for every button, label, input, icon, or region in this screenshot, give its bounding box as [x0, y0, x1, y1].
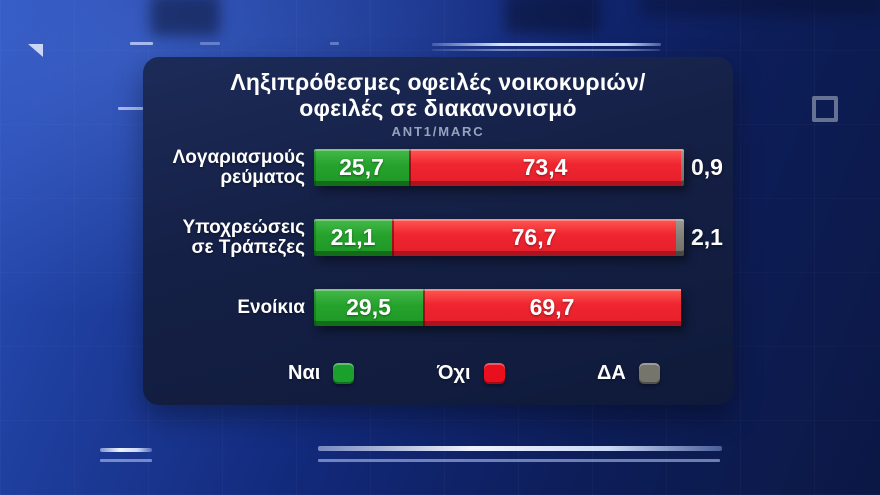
stacked-bar: 21,1 76,7 [314, 219, 684, 256]
category-label: Ενοίκια [237, 296, 305, 318]
stacked-bar: 25,7 73,4 [314, 149, 684, 186]
bar-segment-no: 69,7 [423, 289, 681, 326]
source-label: ΑΝΤ1/MARC [391, 124, 485, 139]
bar-value-label: 29,5 [346, 294, 391, 320]
triangle-decoration [28, 44, 43, 57]
line-decoration [100, 448, 152, 452]
legend-item: Όχι [437, 360, 505, 386]
da-outside-value-label: 2,1 [691, 224, 723, 250]
background-block [640, 0, 880, 16]
legend-swatch [483, 362, 505, 384]
dash-decoration [130, 42, 153, 45]
bar-value-label: 76,7 [511, 224, 557, 250]
bar-row: Υποχρεώσεις σε Τράπεζες 21,1 76,7 2,1 [143, 216, 733, 258]
background-block [505, 0, 600, 34]
legend-label: ΔΑ [597, 361, 626, 384]
bar-segment-no: 73,4 [409, 149, 681, 186]
legend-label: Ναι [288, 361, 321, 384]
legend-swatch [638, 362, 660, 384]
bar-segment-yes: 21,1 [314, 219, 392, 256]
line-decoration [318, 446, 722, 451]
legend: Ναι Όχι ΔΑ [143, 360, 733, 386]
line-decoration [432, 49, 660, 51]
legend-item: Ναι [288, 360, 355, 386]
stacked-bar: 29,5 69,7 [314, 289, 681, 326]
chart-title-line2: οφειλές σε διακανονισμό [299, 95, 577, 121]
bar-value-label: 25,7 [339, 154, 384, 180]
bar-segment-da [681, 149, 684, 186]
background-block [150, 0, 220, 36]
bar-segment-yes: 25,7 [314, 149, 409, 186]
bar-value-label: 21,1 [330, 224, 376, 250]
legend-item: ΔΑ [597, 360, 660, 386]
chart-title-line1: Ληξιπρόθεσμες οφειλές νοικοκυριών/ [230, 69, 646, 95]
line-decoration [100, 459, 152, 462]
bar-value-label: 73,4 [522, 154, 568, 180]
legend-swatch [333, 362, 355, 384]
line-decoration [318, 459, 720, 462]
bar-row: Λογαριασμούς ρεύματος 25,7 73,4 0,9 [143, 146, 733, 188]
legend-label: Όχι [437, 361, 471, 384]
da-outside-value-label: 0,9 [691, 154, 723, 180]
bar-rows: Λογαριασμούς ρεύματος 25,7 73,4 0,9 Υποχρεώσε… [143, 146, 733, 326]
chart-panel: Ληξιπρόθεσμες οφειλές νοικοκυριών/ οφειλ… [143, 57, 733, 405]
line-decoration [432, 43, 661, 46]
chart-title: Ληξιπρόθεσμες οφειλές νοικοκυριών/ οφειλ… [157, 69, 719, 121]
bar-row: Ενοίκια 29,5 69,7 [143, 289, 733, 326]
category-label: Υποχρεώσεις σε Τράπεζες [182, 216, 305, 258]
bar-segment-yes: 29,5 [314, 289, 423, 326]
category-label: Λογαριασμούς ρεύματος [172, 146, 305, 188]
bar-value-label: 69,7 [529, 294, 575, 320]
bar-segment-da [676, 219, 684, 256]
dash-decoration [200, 42, 220, 45]
bar-segment-no: 76,7 [392, 219, 676, 256]
square-outline-decoration [812, 96, 838, 122]
dash-decoration [330, 42, 339, 45]
